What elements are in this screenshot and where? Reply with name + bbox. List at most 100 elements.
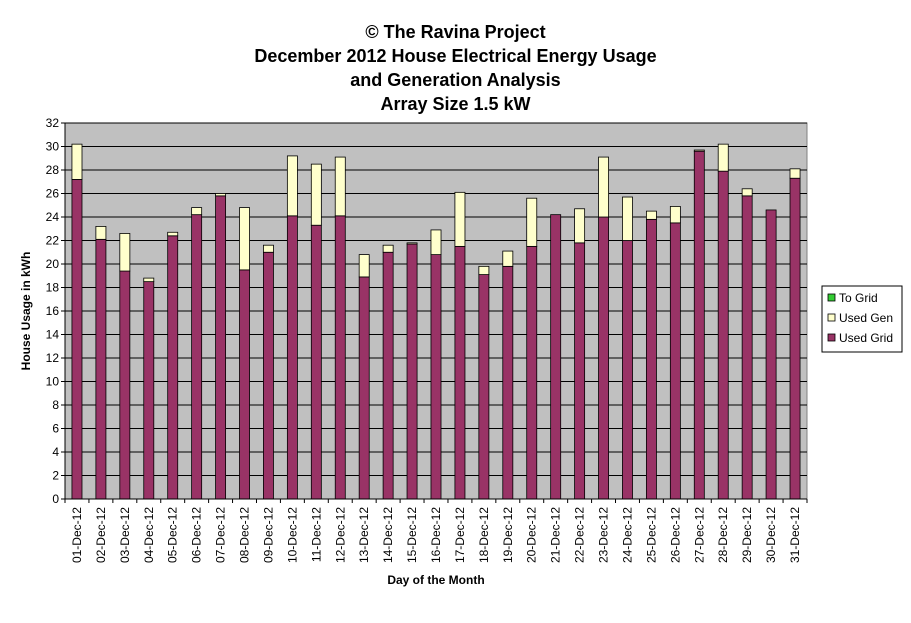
- x-tick-label: 08-Dec-12: [238, 507, 252, 563]
- x-tick-label: 31-Dec-12: [788, 507, 802, 563]
- bar-used-gen: [239, 207, 250, 271]
- bar-used-gen: [167, 231, 179, 237]
- y-tick-label: 24: [46, 210, 60, 224]
- title-line-1: © The Ravina Project: [365, 22, 546, 42]
- y-tick-label: 0: [52, 492, 59, 506]
- x-tick-label: 28-Dec-12: [716, 507, 730, 563]
- x-tick-labels: 01-Dec-12 02-Dec-12 03-Dec-12 04-Dec-12 05-D…: [64, 499, 808, 563]
- x-tick-label: 23-Dec-12: [597, 507, 611, 563]
- x-tick-label: 24-Dec-12: [620, 507, 634, 563]
- bar-used-grid: [741, 195, 753, 500]
- bar-used-gen: [454, 191, 466, 247]
- x-tick-label: 19-Dec-12: [501, 507, 515, 563]
- bar-used-grid: [71, 178, 83, 500]
- legend: To Grid Used Gen Used Grid: [821, 285, 903, 353]
- bar-used-grid: [526, 245, 538, 500]
- x-tick-label: 12-Dec-12: [333, 507, 347, 563]
- bar-used-gen: [71, 143, 83, 180]
- y-tick-label: 4: [52, 445, 59, 459]
- x-tick-label: 04-Dec-12: [142, 507, 156, 563]
- x-axis-title: Day of the Month: [387, 573, 484, 587]
- y-tick-label: 18: [46, 281, 60, 295]
- title-line-4: Array Size 1.5 kW: [380, 94, 531, 114]
- x-tick-label: 27-Dec-12: [692, 507, 706, 563]
- bar-used-grid: [191, 214, 203, 500]
- bar-used-grid: [310, 224, 322, 500]
- bars: [71, 143, 801, 500]
- bar-used-grid: [406, 243, 418, 500]
- x-tick-label: 06-Dec-12: [190, 507, 204, 563]
- x-tick-label: 14-Dec-12: [381, 507, 395, 563]
- bar-used-grid: [382, 251, 394, 500]
- legend-swatch: [827, 313, 836, 322]
- bar-used-grid: [143, 281, 155, 500]
- bar-used-grid: [119, 270, 131, 500]
- bar-used-gen: [478, 265, 490, 275]
- x-tick-label: 09-Dec-12: [261, 507, 275, 563]
- bar-used-grid: [598, 216, 609, 500]
- bar-used-grid: [550, 214, 562, 500]
- bar-used-grid: [478, 274, 490, 500]
- bar-used-gen: [598, 156, 609, 218]
- bar-used-gen: [430, 229, 442, 256]
- y-tick-label: 28: [46, 163, 60, 177]
- y-tick-label: 2: [52, 469, 59, 483]
- bar-used-grid: [286, 215, 298, 500]
- bar-used-gen: [622, 196, 633, 241]
- y-tick-label: 16: [46, 304, 60, 318]
- bar-used-grid: [717, 170, 729, 500]
- x-tick-label: 22-Dec-12: [573, 507, 587, 563]
- bar-used-gen: [789, 168, 801, 179]
- bar-used-grid: [502, 265, 514, 500]
- y-tick-label: 14: [46, 328, 60, 342]
- legend-label: Used Grid: [839, 331, 893, 345]
- bar-used-grid: [239, 269, 250, 500]
- bar-used-grid: [669, 222, 681, 500]
- y-axis-title: House Usage in kWh: [19, 252, 33, 371]
- bar-used-gen: [191, 207, 203, 216]
- bar-used-grid: [95, 238, 107, 500]
- legend-label: To Grid: [839, 291, 878, 305]
- bar-used-gen: [645, 210, 657, 220]
- x-tick-label: 18-Dec-12: [477, 507, 491, 563]
- bar-used-grid: [334, 215, 346, 500]
- x-tick-label: 01-Dec-12: [70, 507, 84, 563]
- bar-used-grid: [693, 150, 705, 500]
- bar-used-gen: [574, 208, 586, 244]
- x-tick-label: 02-Dec-12: [94, 507, 108, 563]
- legend-swatch: [827, 293, 836, 302]
- bar-used-gen: [143, 277, 155, 283]
- bar-used-grid: [765, 209, 777, 500]
- x-tick-label: 29-Dec-12: [740, 507, 754, 563]
- y-tick-label: 30: [46, 140, 60, 154]
- bar-used-grid: [215, 195, 227, 500]
- y-tick-label: 10: [46, 375, 60, 389]
- bar-used-gen: [310, 163, 322, 226]
- x-tick-label: 20-Dec-12: [525, 507, 539, 563]
- bar-used-gen: [286, 155, 298, 217]
- bar-used-gen: [382, 244, 394, 253]
- x-tick-label: 07-Dec-12: [214, 507, 228, 563]
- bar-used-grid: [645, 218, 657, 500]
- bar-used-gen: [358, 254, 370, 278]
- x-tick-label: 30-Dec-12: [764, 507, 778, 563]
- x-tick-label: 10-Dec-12: [285, 507, 299, 563]
- y-tick-label: 22: [46, 234, 60, 248]
- bar-used-grid: [454, 245, 466, 500]
- chart-title: © The Ravina Project December 2012 House…: [0, 20, 911, 116]
- title-line-3: and Generation Analysis: [350, 70, 561, 90]
- bar-used-grid: [263, 251, 274, 500]
- x-tick-label: 16-Dec-12: [429, 507, 443, 563]
- bar-used-gen: [406, 242, 418, 245]
- x-tick-label: 15-Dec-12: [405, 507, 419, 563]
- y-tick-label: 32: [46, 116, 60, 130]
- bar-used-gen: [119, 233, 131, 272]
- bar-used-gen: [717, 143, 729, 172]
- legend-label: Used Gen: [839, 311, 893, 325]
- x-tick-label: 03-Dec-12: [118, 507, 132, 563]
- bar-used-gen: [741, 188, 753, 197]
- bar-used-gen: [526, 197, 538, 247]
- y-tick-label: 26: [46, 187, 60, 201]
